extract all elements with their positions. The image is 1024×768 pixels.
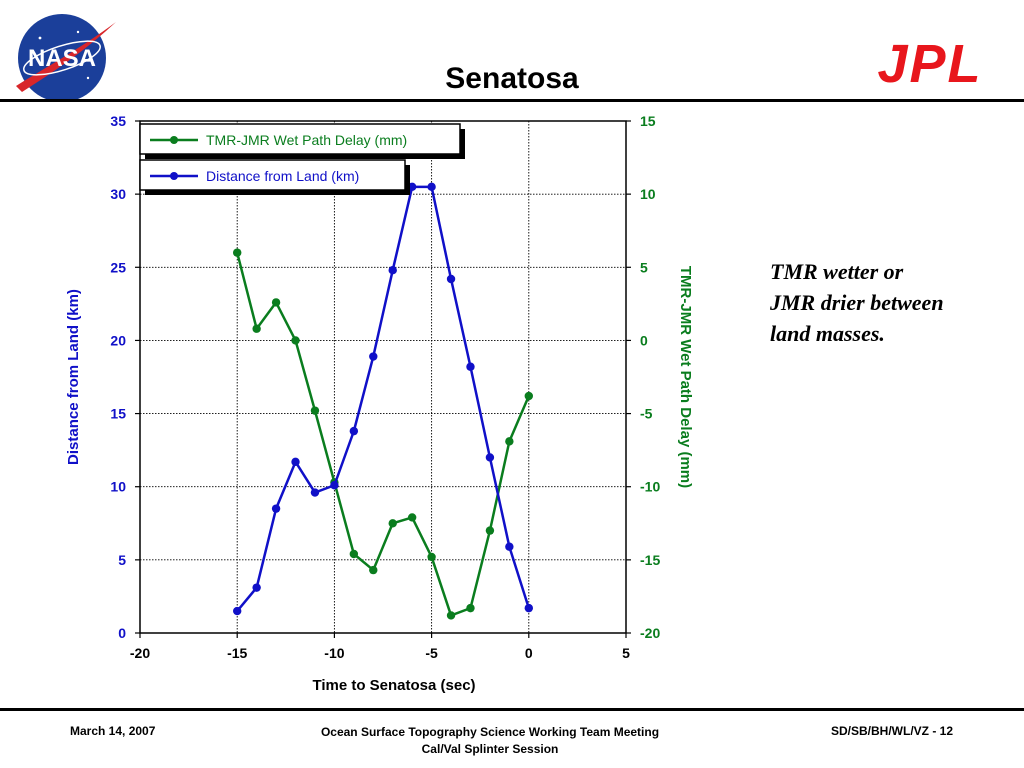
series-0-point <box>271 298 281 307</box>
footer-rule <box>0 708 1024 711</box>
series-1-point <box>524 603 533 613</box>
series-1-point <box>291 457 300 467</box>
series-1-point <box>485 453 495 462</box>
series-1-point <box>330 481 339 490</box>
x-tick-label: -5 <box>425 645 438 661</box>
plot-frame <box>139 120 627 634</box>
series-1-point <box>310 488 320 497</box>
series-0-point <box>349 549 359 559</box>
footer-meeting: Ocean Surface Topography Science Working… <box>240 724 740 758</box>
series-0-point <box>233 248 242 257</box>
series-0-point <box>252 324 261 333</box>
footer-meeting-line-2: Cal/Val Splinter Session <box>421 742 559 756</box>
x-axis-label: Time to Senatosa (sec) <box>312 677 475 694</box>
y-tick-label: 20 <box>110 332 126 348</box>
annotation-note: TMR wetter or JMR drier between land mas… <box>770 256 1010 349</box>
x-tick-label: -15 <box>227 645 247 661</box>
x-tick-label: -20 <box>130 645 150 661</box>
y2-tick-label: 5 <box>640 259 648 275</box>
series-1-point <box>349 426 359 436</box>
series-1-point <box>427 182 436 192</box>
grid <box>140 121 626 633</box>
series-0-point <box>524 391 533 401</box>
series-line-0 <box>235 252 530 617</box>
nasa-logo-text: NASA <box>28 45 96 72</box>
y-axis-label-right: TMR-JMR Wet Path Delay (mm) <box>677 266 694 488</box>
series-0-point <box>485 526 495 535</box>
y2-tick-label: -15 <box>640 552 660 568</box>
jpl-logo: JPL <box>850 34 1010 94</box>
series-1-point <box>407 182 417 192</box>
series-1-point <box>369 352 378 361</box>
y2-tick-label: 10 <box>640 186 656 202</box>
y-tick-label: 30 <box>110 186 126 202</box>
series-0-point <box>369 565 378 575</box>
axis-ticks: -20 -15 -10 -5 0 5 0 5 10 15 20 25 30 35 -20 -15 -10 -5 0 5… <box>110 113 660 661</box>
series-0-point <box>310 406 320 415</box>
note-line-1: TMR wetter or <box>770 259 904 284</box>
nasa-logo: NASA <box>8 8 120 104</box>
series-1-point <box>233 606 242 616</box>
series-0-point <box>466 603 475 613</box>
series-1-point <box>505 542 514 551</box>
legend-marker-wetpath <box>170 136 178 144</box>
series-0-point <box>407 513 417 522</box>
footer-page-ref: SD/SB/BH/WL/VZ - 12 <box>830 724 953 738</box>
y-tick-label: 25 <box>110 259 126 275</box>
slide-title: Senatosa <box>445 62 579 95</box>
x-tick-label: 5 <box>622 645 630 661</box>
note-line-3: land masses. <box>770 321 885 346</box>
chart: -20 -15 -10 -5 0 5 0 5 10 15 20 25 30 35 -20 -15 -10 -5 0 5… <box>65 113 694 694</box>
y2-tick-label: -5 <box>640 406 653 422</box>
series-0-point <box>446 611 456 620</box>
series-1-point <box>388 266 397 275</box>
legend: TMR-JMR Wet Path Delay (mm) Distance fro… <box>139 123 465 195</box>
y2-tick-label: 0 <box>640 332 648 348</box>
y2-tick-label: -20 <box>640 625 660 641</box>
series-0-point <box>388 519 397 528</box>
y2-tick-label: 15 <box>640 113 656 129</box>
series-0-point <box>427 552 436 562</box>
y-axis-label-left: Distance from Land (km) <box>65 289 82 465</box>
series-1-point <box>252 583 261 592</box>
series-1-point <box>466 362 475 371</box>
series-lines <box>233 182 533 620</box>
series-line-1 <box>236 185 530 612</box>
series-0-point <box>505 437 514 446</box>
footer-meeting-line-1: Ocean Surface Topography Science Working… <box>320 725 660 739</box>
y-tick-label: 5 <box>118 552 126 568</box>
legend-label-wetpath: TMR-JMR Wet Path Delay (mm) <box>206 132 407 148</box>
x-tick-label: 0 <box>525 645 533 661</box>
footer-date: March 14, 2007 <box>70 724 156 738</box>
legend-label-distance: Distance from Land (km) <box>206 168 359 184</box>
series-1-point <box>271 504 281 513</box>
y-tick-label: 10 <box>110 479 126 495</box>
series-0-point <box>291 336 300 345</box>
jpl-logo-text: JPL <box>877 38 982 88</box>
y-tick-label: 15 <box>110 406 126 422</box>
y-tick-label: 35 <box>110 113 126 129</box>
legend-marker-distance <box>170 172 178 180</box>
x-tick-label: -10 <box>324 645 344 661</box>
y2-tick-label: -10 <box>640 479 660 495</box>
header-rule <box>0 99 1024 102</box>
note-line-2: JMR drier between <box>770 290 944 315</box>
y-tick-label: 0 <box>118 625 126 641</box>
series-1-point <box>446 274 456 284</box>
